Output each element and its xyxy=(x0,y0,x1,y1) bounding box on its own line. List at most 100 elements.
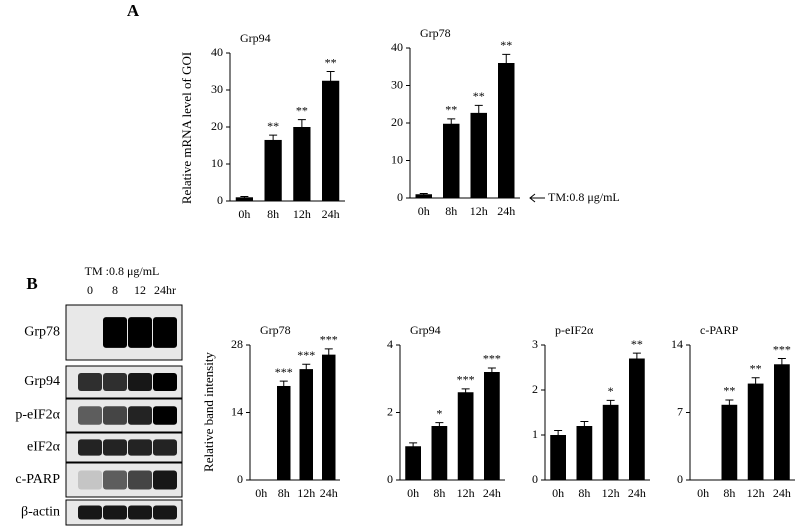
western-blot: 0 8 12 24hr Grp78 Grp94 p-eIF2α eIF2α c-PARP β-ac… xyxy=(15,283,183,526)
error-bar xyxy=(240,196,249,199)
x-tick-label: 8h xyxy=(723,486,735,500)
significance: *** xyxy=(773,342,791,356)
error-bar xyxy=(269,134,278,145)
band xyxy=(128,406,152,425)
y-tick-label: 0 xyxy=(387,472,393,486)
chart-title: c-PARP xyxy=(700,323,739,337)
y-tick-label: 20 xyxy=(391,115,403,129)
bar xyxy=(747,383,764,480)
band xyxy=(153,470,177,490)
band xyxy=(103,505,127,520)
significance: * xyxy=(436,406,442,420)
error-bar xyxy=(279,380,288,391)
significance: ** xyxy=(723,384,735,398)
error-bar xyxy=(777,358,786,371)
bar xyxy=(264,139,282,201)
error-bar xyxy=(487,367,496,377)
x-tick-label: 24h xyxy=(322,207,340,221)
bar xyxy=(235,197,253,201)
band xyxy=(103,470,127,490)
significance: ** xyxy=(500,38,512,52)
bar xyxy=(405,446,421,480)
chart-title: Grp94 xyxy=(410,323,441,337)
bar xyxy=(576,426,593,480)
bar xyxy=(470,112,487,198)
y-tick-label: 40 xyxy=(391,40,403,54)
significance: ** xyxy=(296,103,308,117)
error-bar xyxy=(409,442,418,450)
lane-label: 12 xyxy=(134,283,146,297)
significance: *** xyxy=(483,352,501,366)
error-bar xyxy=(297,119,306,135)
band xyxy=(78,505,102,520)
error-bar xyxy=(461,388,470,396)
significance: ** xyxy=(750,362,762,376)
chart-title: p-eIF2α xyxy=(555,323,594,337)
band-label: Grp78 xyxy=(24,325,60,340)
bar xyxy=(550,435,566,480)
band xyxy=(128,439,152,456)
panel-label: B xyxy=(26,274,37,293)
x-tick-label: 12h xyxy=(297,486,315,500)
chart-title: Grp94 xyxy=(240,31,271,45)
significance: * xyxy=(608,384,614,398)
significance: ** xyxy=(267,119,279,133)
significance: *** xyxy=(275,365,293,379)
x-tick-label: 24h xyxy=(483,486,501,500)
band xyxy=(153,317,177,348)
annotation: TM:0.8 μg/mL xyxy=(548,190,620,204)
x-tick-label: 0h xyxy=(697,486,709,500)
band xyxy=(153,439,177,456)
bar xyxy=(293,127,311,201)
y-axis-label: Relative band intensity xyxy=(201,352,216,472)
x-tick-label: 8h xyxy=(433,486,445,500)
bar xyxy=(484,372,500,480)
y-tick-label: 30 xyxy=(211,82,223,96)
error-bar xyxy=(324,348,333,361)
x-tick-label: 12h xyxy=(293,207,311,221)
significance: ** xyxy=(325,55,337,69)
band-label: Grp94 xyxy=(24,374,60,389)
error-bar xyxy=(474,104,483,121)
x-tick-label: 8h xyxy=(578,486,590,500)
x-tick-label: 12h xyxy=(457,486,475,500)
bar xyxy=(415,194,432,198)
band xyxy=(128,505,152,520)
band-label: β-actin xyxy=(21,505,60,520)
blot-treatment: TM :0.8 μg/mL xyxy=(85,264,160,278)
lane-label: 8 xyxy=(112,283,118,297)
arrow-head xyxy=(529,193,536,203)
x-tick-label: 24h xyxy=(773,486,791,500)
chart-title: Grp78 xyxy=(260,323,291,337)
y-tick-label: 3 xyxy=(532,337,538,351)
band xyxy=(78,406,102,425)
band xyxy=(153,505,177,520)
x-tick-label: 8h xyxy=(278,486,290,500)
x-tick-label: 8h xyxy=(445,204,457,218)
y-tick-label: 0 xyxy=(217,193,223,207)
bar xyxy=(277,385,291,480)
error-bar xyxy=(302,363,311,374)
y-tick-label: 20 xyxy=(211,119,223,133)
x-tick-label: 0h xyxy=(238,207,250,221)
y-tick-label: 40 xyxy=(211,45,223,59)
significance: ** xyxy=(445,103,457,117)
significance: *** xyxy=(320,333,338,347)
bar xyxy=(774,364,790,480)
error-bar xyxy=(435,422,444,430)
x-tick-label: 24h xyxy=(628,486,646,500)
significance: *** xyxy=(457,373,475,387)
band xyxy=(128,373,152,391)
bar xyxy=(431,426,448,480)
y-tick-label: 0 xyxy=(237,472,243,486)
y-tick-label: 10 xyxy=(391,152,403,166)
y-tick-label: 1 xyxy=(532,427,538,441)
y-axis-label: Relative mRNA level of GOI xyxy=(179,52,194,204)
band xyxy=(78,470,102,490)
band-label: eIF2α xyxy=(27,440,61,455)
error-bar xyxy=(326,71,335,90)
y-tick-label: 4 xyxy=(387,337,393,351)
error-bar xyxy=(606,399,615,410)
x-tick-label: 12h xyxy=(470,204,488,218)
